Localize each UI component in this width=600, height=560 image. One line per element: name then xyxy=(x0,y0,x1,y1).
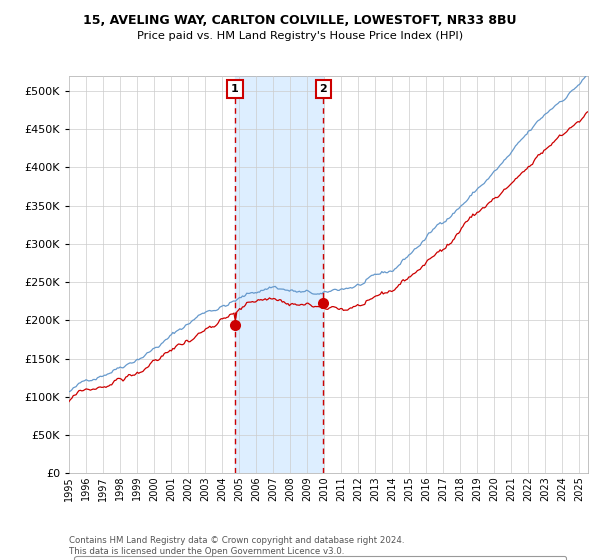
Text: 15, AVELING WAY, CARLTON COLVILLE, LOWESTOFT, NR33 8BU: 15, AVELING WAY, CARLTON COLVILLE, LOWES… xyxy=(83,14,517,27)
Legend: 15, AVELING WAY, CARLTON COLVILLE, LOWESTOFT, NR33 8BU (detached house), HPI: Av: 15, AVELING WAY, CARLTON COLVILLE, LOWES… xyxy=(74,556,566,560)
Text: 1: 1 xyxy=(231,85,239,95)
Text: Contains HM Land Registry data © Crown copyright and database right 2024.
This d: Contains HM Land Registry data © Crown c… xyxy=(69,536,404,556)
Text: Price paid vs. HM Land Registry's House Price Index (HPI): Price paid vs. HM Land Registry's House … xyxy=(137,31,463,41)
Bar xyxy=(235,76,323,473)
Text: 2: 2 xyxy=(320,85,328,95)
